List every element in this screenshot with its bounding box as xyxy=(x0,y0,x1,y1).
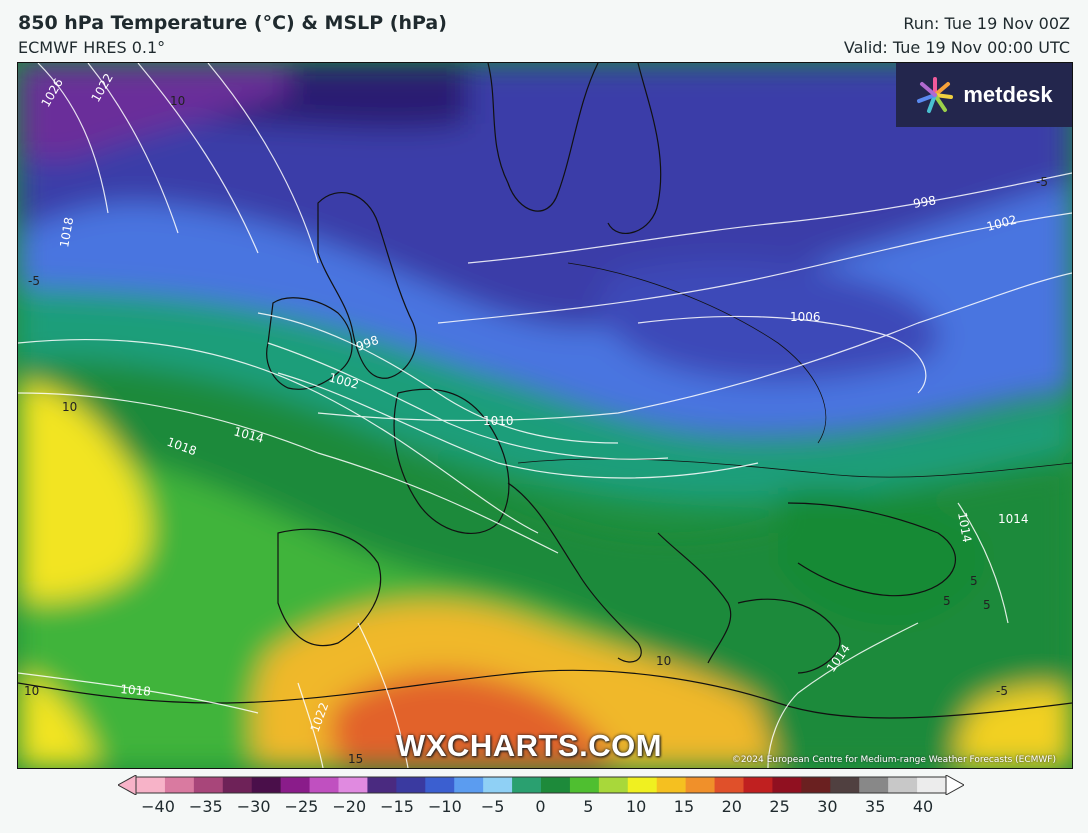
colorbar-tick-label: −20 xyxy=(332,797,367,816)
colorbar-cell xyxy=(454,777,484,793)
svg-text:1010: 1010 xyxy=(483,414,514,428)
svg-text:1014: 1014 xyxy=(998,512,1029,526)
colorbar-cell xyxy=(164,777,195,793)
colorbar-tick-label: 0 xyxy=(535,797,546,816)
wxcharts-watermark: WXCHARTS.COM xyxy=(396,728,663,763)
svg-text:5: 5 xyxy=(970,574,978,588)
colorbar-tick-label: 20 xyxy=(721,797,742,816)
colorbar-cell xyxy=(425,777,455,793)
map-canvas: 1026 1022 1018 998 1002 1014 1010 1018 1… xyxy=(18,63,1072,768)
temperature-colorbar xyxy=(118,775,964,795)
colorbar-cell xyxy=(193,777,224,793)
isobars xyxy=(18,63,1072,768)
colorbar-tick-label: 5 xyxy=(583,797,594,816)
colorbar-cell xyxy=(743,777,773,793)
chart-title: 850 hPa Temperature (°C) & MSLP (hPa) xyxy=(18,12,447,34)
poland-cold-pool xyxy=(599,259,940,382)
colorbar-cell xyxy=(656,777,687,793)
metdesk-logo: metdesk xyxy=(896,63,1072,127)
svg-text:10: 10 xyxy=(656,654,671,668)
colorbar-cell xyxy=(512,777,542,793)
colorbar-cell xyxy=(222,777,253,793)
svg-text:-5: -5 xyxy=(996,684,1008,698)
colorbar-cell xyxy=(136,777,166,793)
colorbar-tick-label: −5 xyxy=(480,797,505,816)
svg-text:5: 5 xyxy=(983,598,991,612)
weather-map[interactable]: 1026 1022 1018 998 1002 1014 1010 1018 1… xyxy=(17,62,1073,769)
colorbar-cell xyxy=(569,777,600,793)
model-name: ECMWF HRES 0.1° xyxy=(18,38,166,57)
metdesk-star-icon xyxy=(917,77,954,113)
svg-text:10: 10 xyxy=(170,94,185,108)
colorbar-tick-label: −40 xyxy=(141,797,175,816)
colorbar-tick-label: 15 xyxy=(673,797,695,816)
svg-text:10: 10 xyxy=(62,400,77,414)
colorbar-cell xyxy=(830,777,860,793)
colorbar-tick-label: −35 xyxy=(188,797,223,816)
svg-text:1018: 1018 xyxy=(57,216,76,249)
svg-text:1006: 1006 xyxy=(790,310,821,324)
svg-text:998: 998 xyxy=(912,193,937,211)
valid-time: Valid: Tue 19 Nov 00:00 UTC xyxy=(843,38,1070,57)
colorbar-cell xyxy=(251,777,282,793)
colorbar-cell xyxy=(714,777,744,793)
colorbar-cell xyxy=(801,777,831,793)
svg-text:1014: 1014 xyxy=(955,511,974,544)
colorbar-cell xyxy=(396,777,426,793)
colorbar-tick-label: −30 xyxy=(236,797,271,816)
colorbar-cell xyxy=(685,777,716,793)
colorbar-tick-label: 10 xyxy=(625,797,647,816)
colorbar-cell xyxy=(598,777,629,793)
colorbar-min-arrow xyxy=(118,775,137,795)
canary-warm-pocket xyxy=(18,673,98,768)
colorbar-cell xyxy=(772,777,802,793)
colorbar-cell xyxy=(888,777,918,793)
colorbar-cell xyxy=(367,777,397,793)
logo-text: metdesk xyxy=(963,82,1053,107)
svg-text:10: 10 xyxy=(24,684,39,698)
colorbar-tick-label: 40 xyxy=(912,797,934,816)
colorbar-cell xyxy=(280,777,311,793)
colorbar-tick-label: 30 xyxy=(817,797,838,816)
svg-text:-5: -5 xyxy=(28,274,40,288)
arctic-air-mass xyxy=(18,63,288,161)
colorbar-tick-label: −10 xyxy=(427,797,462,816)
colorbar-tick-label: −25 xyxy=(284,797,319,816)
black-sea-mild-pocket xyxy=(778,489,986,625)
colorbar-tick-label: −15 xyxy=(380,797,414,816)
svg-text:5: 5 xyxy=(943,594,951,608)
colorbar-tick-label: 35 xyxy=(865,797,886,816)
sahara-hot-air xyxy=(329,671,618,768)
colorbar-cell xyxy=(483,777,513,793)
colorbar-cell xyxy=(541,777,571,793)
colorbar-cell xyxy=(627,777,658,793)
copyright-notice: ©2024 European Centre for Medium-range W… xyxy=(731,755,1056,765)
colorbar-cell xyxy=(859,777,889,793)
svg-text:-5: -5 xyxy=(1036,175,1048,189)
svg-text:1018: 1018 xyxy=(120,682,152,699)
colorbar-cell xyxy=(338,777,368,793)
colorbar-cell xyxy=(309,777,339,793)
transition-band xyxy=(18,288,1072,505)
colorbar-max-arrow xyxy=(945,775,964,795)
temperature-labels: 10 -5 10 -5 10 10 5 5 5 15 -5 xyxy=(24,94,1048,766)
run-time: Run: Tue 19 Nov 00Z xyxy=(903,14,1070,33)
colorbar-tick-label: 25 xyxy=(769,797,790,816)
atlantic-warm-pocket xyxy=(18,383,150,601)
svg-text:15: 15 xyxy=(348,752,363,766)
colorbar-cell xyxy=(917,777,947,793)
